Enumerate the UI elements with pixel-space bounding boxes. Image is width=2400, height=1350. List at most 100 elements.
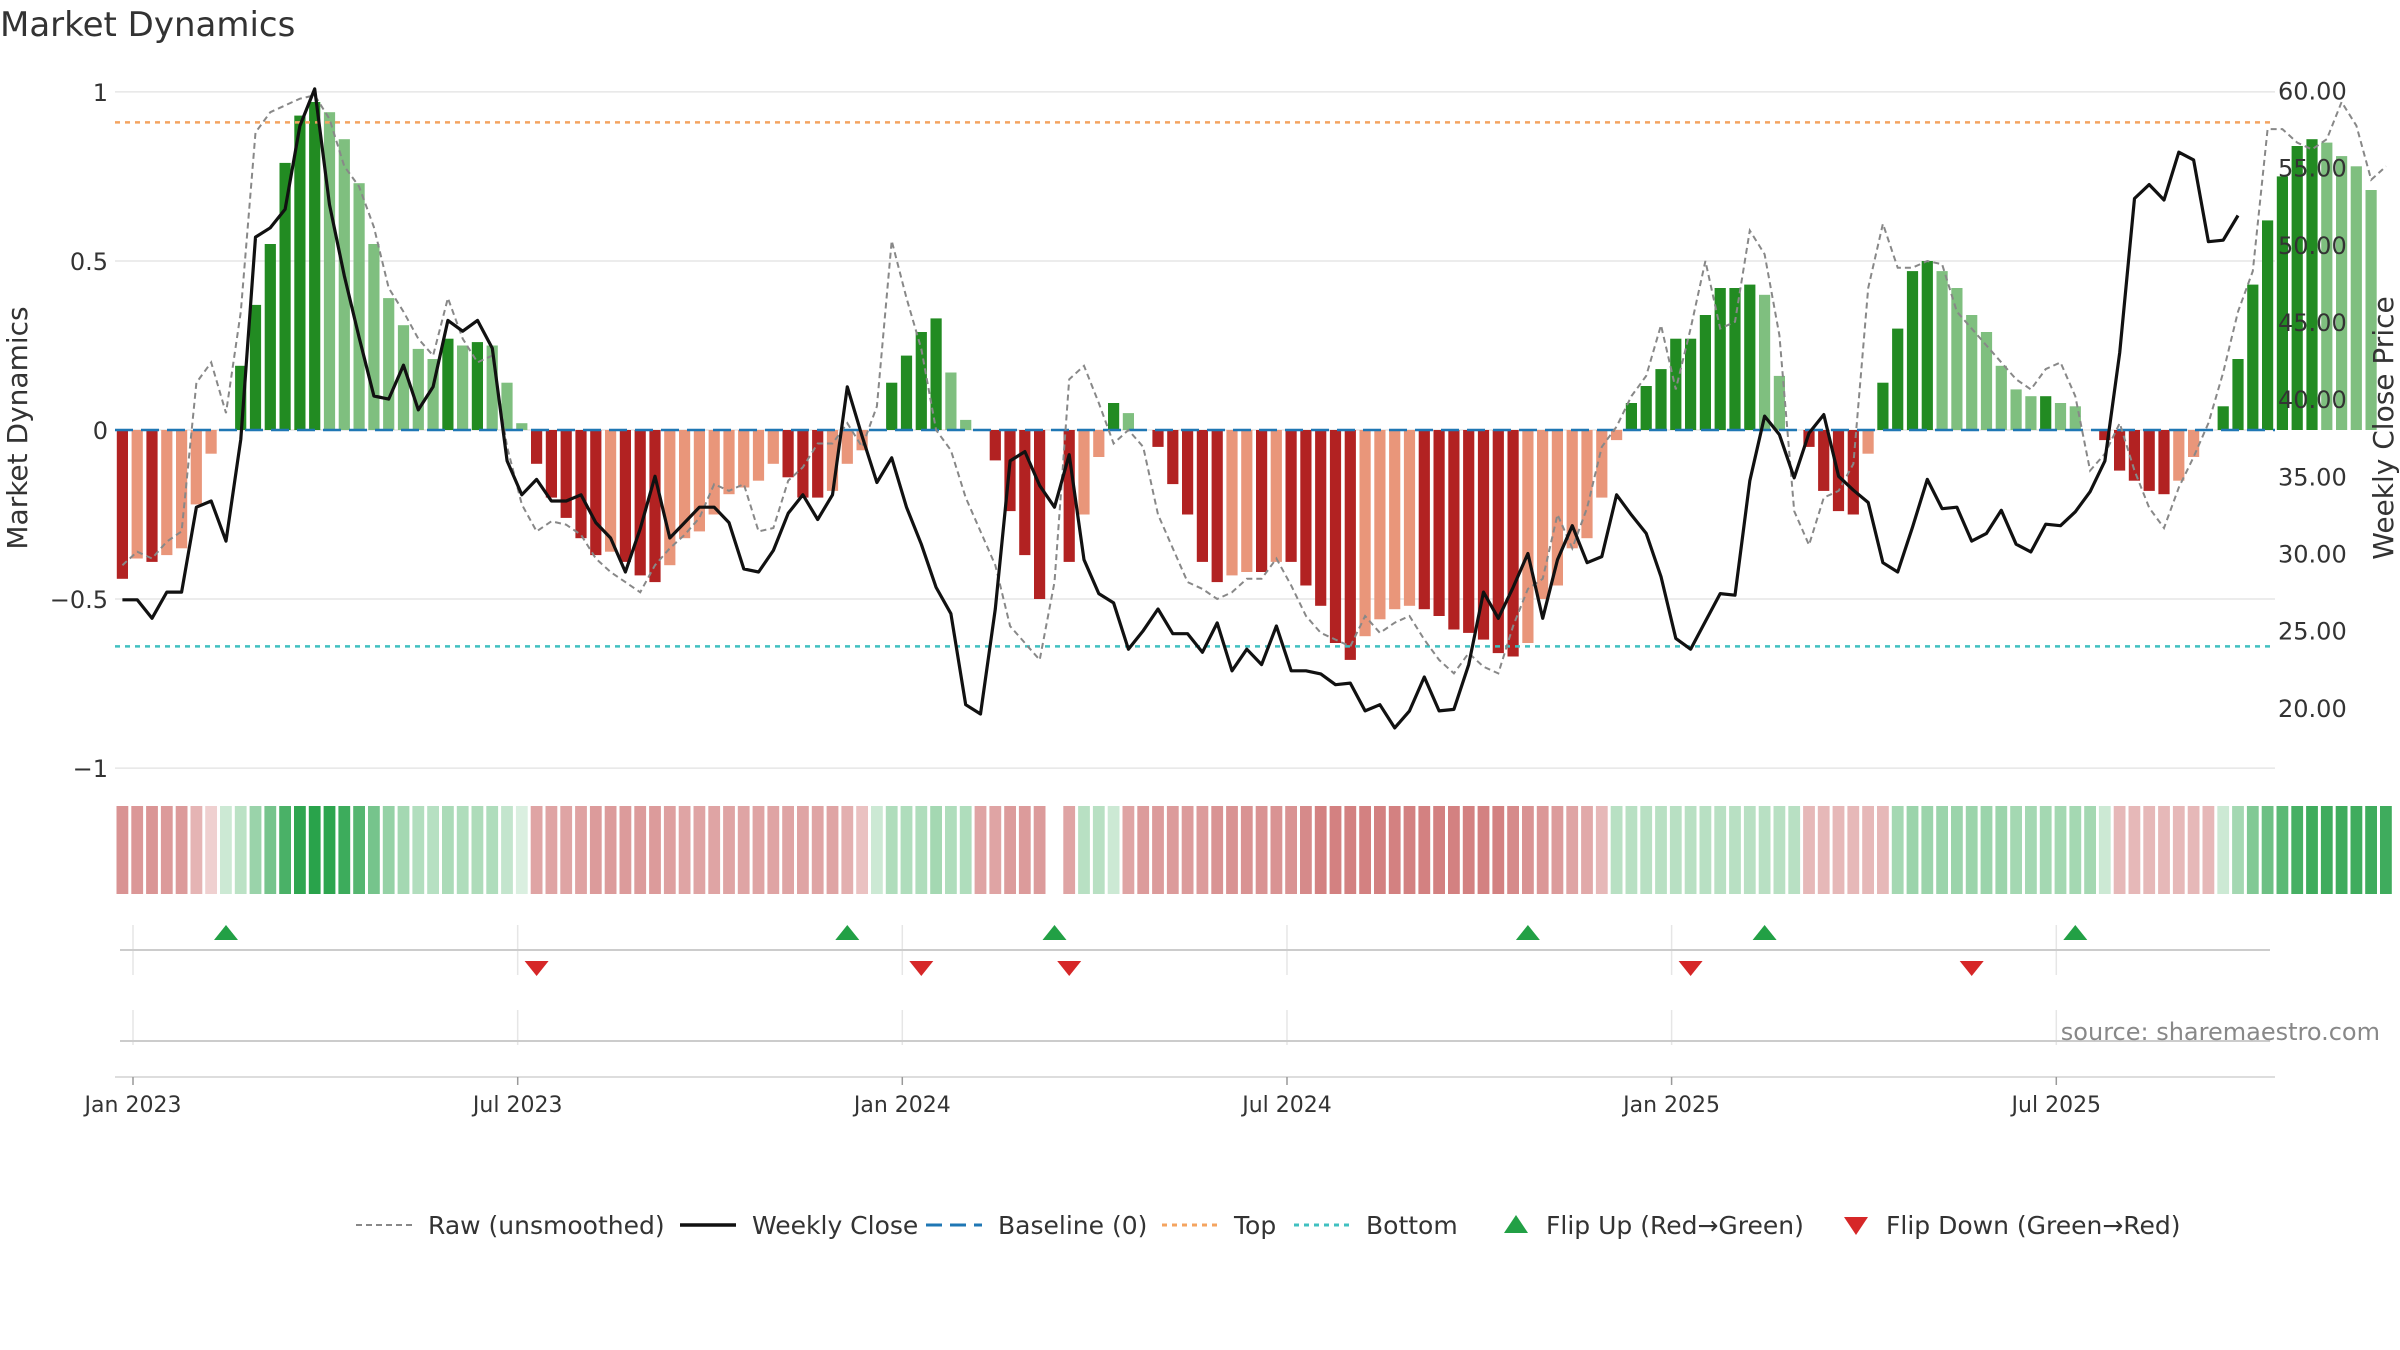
dynamics-bar [1389,430,1401,610]
dynamics-bar [2114,430,2126,471]
legend-item-flip-down: Flip Down (Green→Red) [1844,1211,2181,1240]
regime-cell [1388,806,1401,894]
dynamics-bar [2054,403,2067,430]
x-axis-ticks: Jan 2023 Jul 2023 Jan 2024 Jul 2024 Jan 2025… [83,1077,2101,1118]
legend-label: Flip Up (Red→Green) [1546,1211,1804,1240]
regime-cell [708,806,721,894]
dynamics-bar [945,372,957,430]
dynamics-bar [797,430,809,498]
regime-cell [1314,806,1327,894]
dynamics-bar [590,430,602,556]
dynamics-bar [397,325,410,430]
regime-cell [1965,806,1978,894]
dynamics-bar [1418,430,1430,610]
regime-cell [678,806,691,894]
legend-item-baseline: Baseline (0) [926,1211,1147,1240]
regime-cell [264,806,277,894]
regime-cell [841,806,854,894]
regime-cell [1018,806,1031,894]
regime-cell [1581,806,1593,894]
dynamics-bar [1078,430,1090,515]
regime-cell [2276,806,2289,894]
x-tick-label: Jul 2023 [471,1093,563,1118]
dynamics-bar [1670,338,1682,430]
regime-cell [368,806,380,894]
dynamics-bar [412,348,424,430]
flip-down-marker [1057,961,1082,976]
regime-cell [2128,806,2141,894]
regime-cell [619,806,632,894]
dynamics-bar [1699,315,1711,430]
regime-cell [1137,806,1150,894]
left-tick-label: −1 [73,755,108,783]
dynamics-bar [2217,406,2229,430]
regime-cell [294,806,306,894]
regime-cell [1536,806,1549,894]
regime-cell [1359,806,1371,894]
regime-cell [1329,806,1342,894]
dynamics-bar [545,430,557,498]
flip-up-marker [214,925,238,940]
dynamics-bar [427,359,439,430]
dynamics-bar [1566,430,1578,549]
dynamics-bar [1270,430,1282,562]
regime-cell [1300,806,1312,894]
dynamics-bar [2276,176,2288,430]
regime-cell [456,806,469,894]
flip-up-marker [2063,925,2088,940]
dynamics-bar [2010,389,2022,430]
dynamics-bar [1803,430,1815,447]
flip-down-marker [909,961,934,976]
dynamics-bar [782,430,794,478]
dynamics-bar [2158,430,2170,495]
regime-cell [1078,806,1090,894]
regime-cell [2158,806,2170,894]
regime-cell [1906,806,1919,894]
regime-cell [1344,806,1357,894]
dynamics-bar [989,430,1001,461]
dynamics-bars [116,102,2377,660]
regime-cell [915,806,928,894]
regime-cell [723,806,735,894]
right-axis-label: Weekly Close Price [2367,296,2400,559]
right-axis-ticks: 60.00 55.00 50.00 45.00 40.00 35.00 30.00 25.00… [2278,77,2347,722]
dynamics-bar [457,345,469,430]
dynamics-bar [1256,430,1268,572]
left-axis-label: Market Dynamics [1,306,34,549]
dynamics-bar [2306,139,2318,430]
legend-label: Weekly Close [752,1211,918,1240]
regime-cell [2010,806,2022,894]
dynamics-bar [560,430,572,518]
regime-cell [1196,806,1209,894]
right-tick-label: 60.00 [2278,77,2347,105]
legend-item-close: Weekly Close [680,1211,918,1240]
regime-cell [663,806,676,894]
dynamics-bar [531,430,543,464]
dynamics-bar [1477,430,1490,640]
dynamics-bar [1093,430,1105,457]
dynamics-bar [383,298,395,430]
regime-cell [530,806,543,894]
regime-cell [2246,806,2259,894]
regime-cell [1729,806,1741,894]
dynamics-bar [2040,396,2052,430]
dynamics-bar [1685,338,1697,430]
regime-cell [1255,806,1268,894]
regime-cell [974,806,987,894]
regime-cell [1803,806,1815,894]
regime-cell [1684,806,1697,894]
regime-cell [1995,806,2008,894]
regime-cell [1033,806,1046,894]
regime-cell [2335,806,2348,894]
left-tick-label: 1 [93,79,108,107]
dynamics-bar [442,338,454,430]
regime-cell [382,806,395,894]
x-tick-label: Jan 2024 [852,1093,951,1118]
regime-cell [1181,806,1194,894]
regime-cell [2039,806,2052,894]
regime-cell [752,806,765,894]
regime-cell [116,806,129,894]
regime-cell [1166,806,1179,894]
dynamics-bar [1241,430,1253,572]
